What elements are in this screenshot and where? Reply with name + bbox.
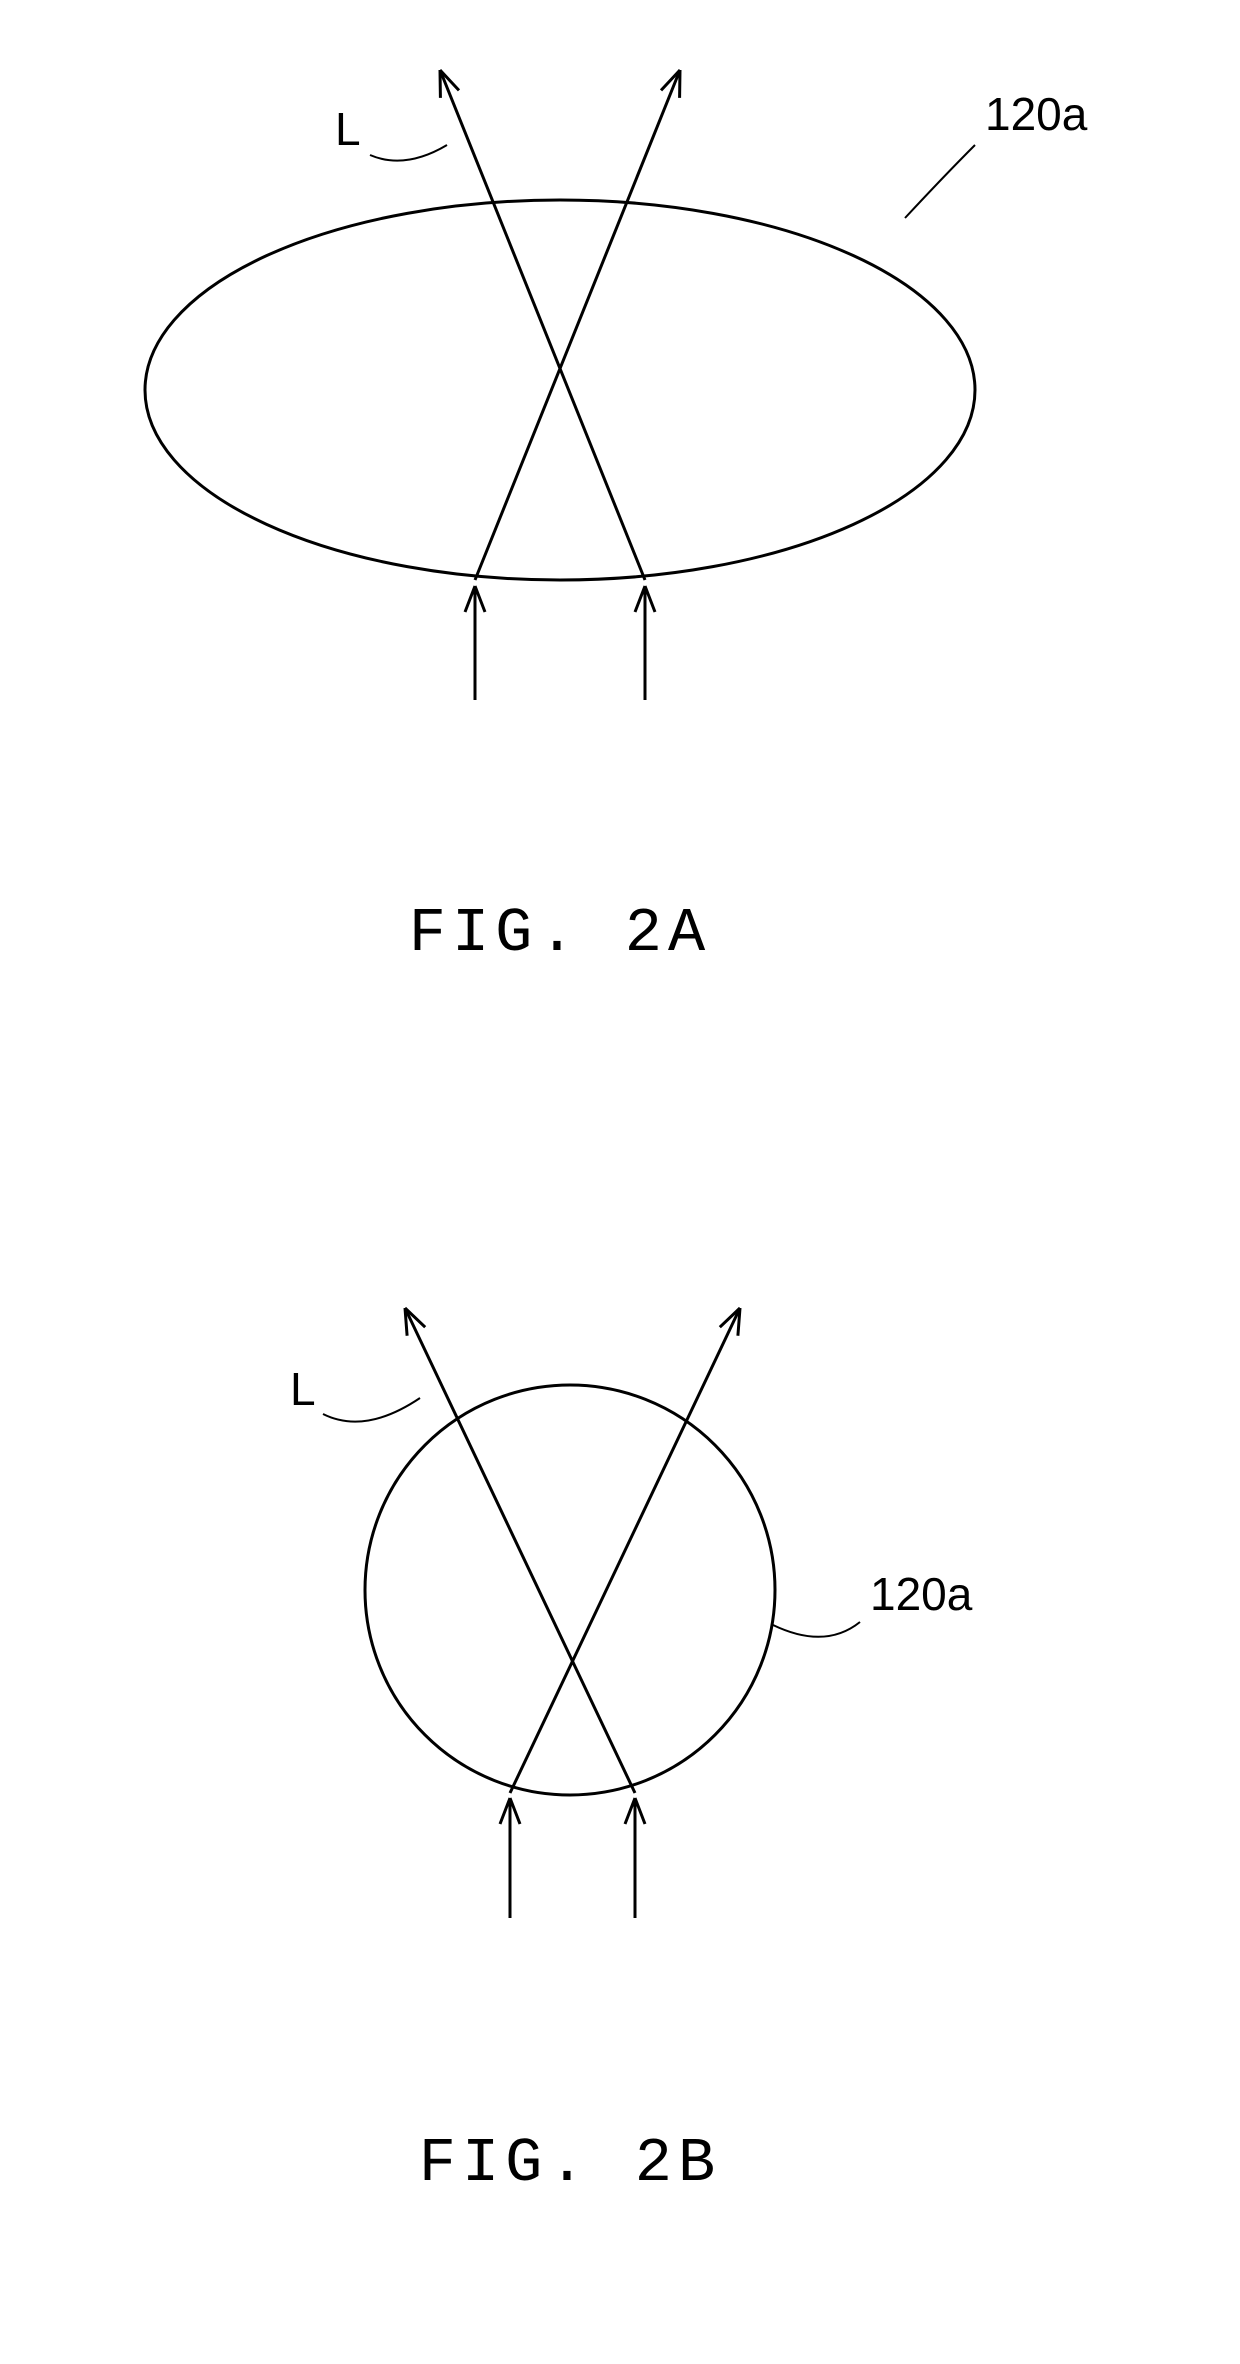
fig2a-ellipse <box>145 200 975 580</box>
fig2b-caption: FIG. 2B <box>419 2128 721 2199</box>
fig2a-leader-120a <box>905 145 975 218</box>
fig2b-circle <box>365 1385 775 1795</box>
fig2a-ray-right <box>475 70 680 580</box>
fig2b-ray-right <box>510 1308 740 1793</box>
fig2a-ray-left <box>440 70 645 580</box>
fig2b-label-120a: 120a <box>870 1568 973 1620</box>
fig2b-leader-120a <box>773 1622 860 1637</box>
fig2a-caption: FIG. 2A <box>409 898 711 969</box>
fig2b-leader-L <box>323 1398 420 1422</box>
fig2a-label-120a: 120a <box>985 88 1088 140</box>
fig2a-leader-L <box>370 145 447 161</box>
fig2b-ray-left <box>405 1308 635 1793</box>
fig2a-label-L: L <box>335 103 361 155</box>
fig2b-label-L: L <box>290 1363 316 1415</box>
